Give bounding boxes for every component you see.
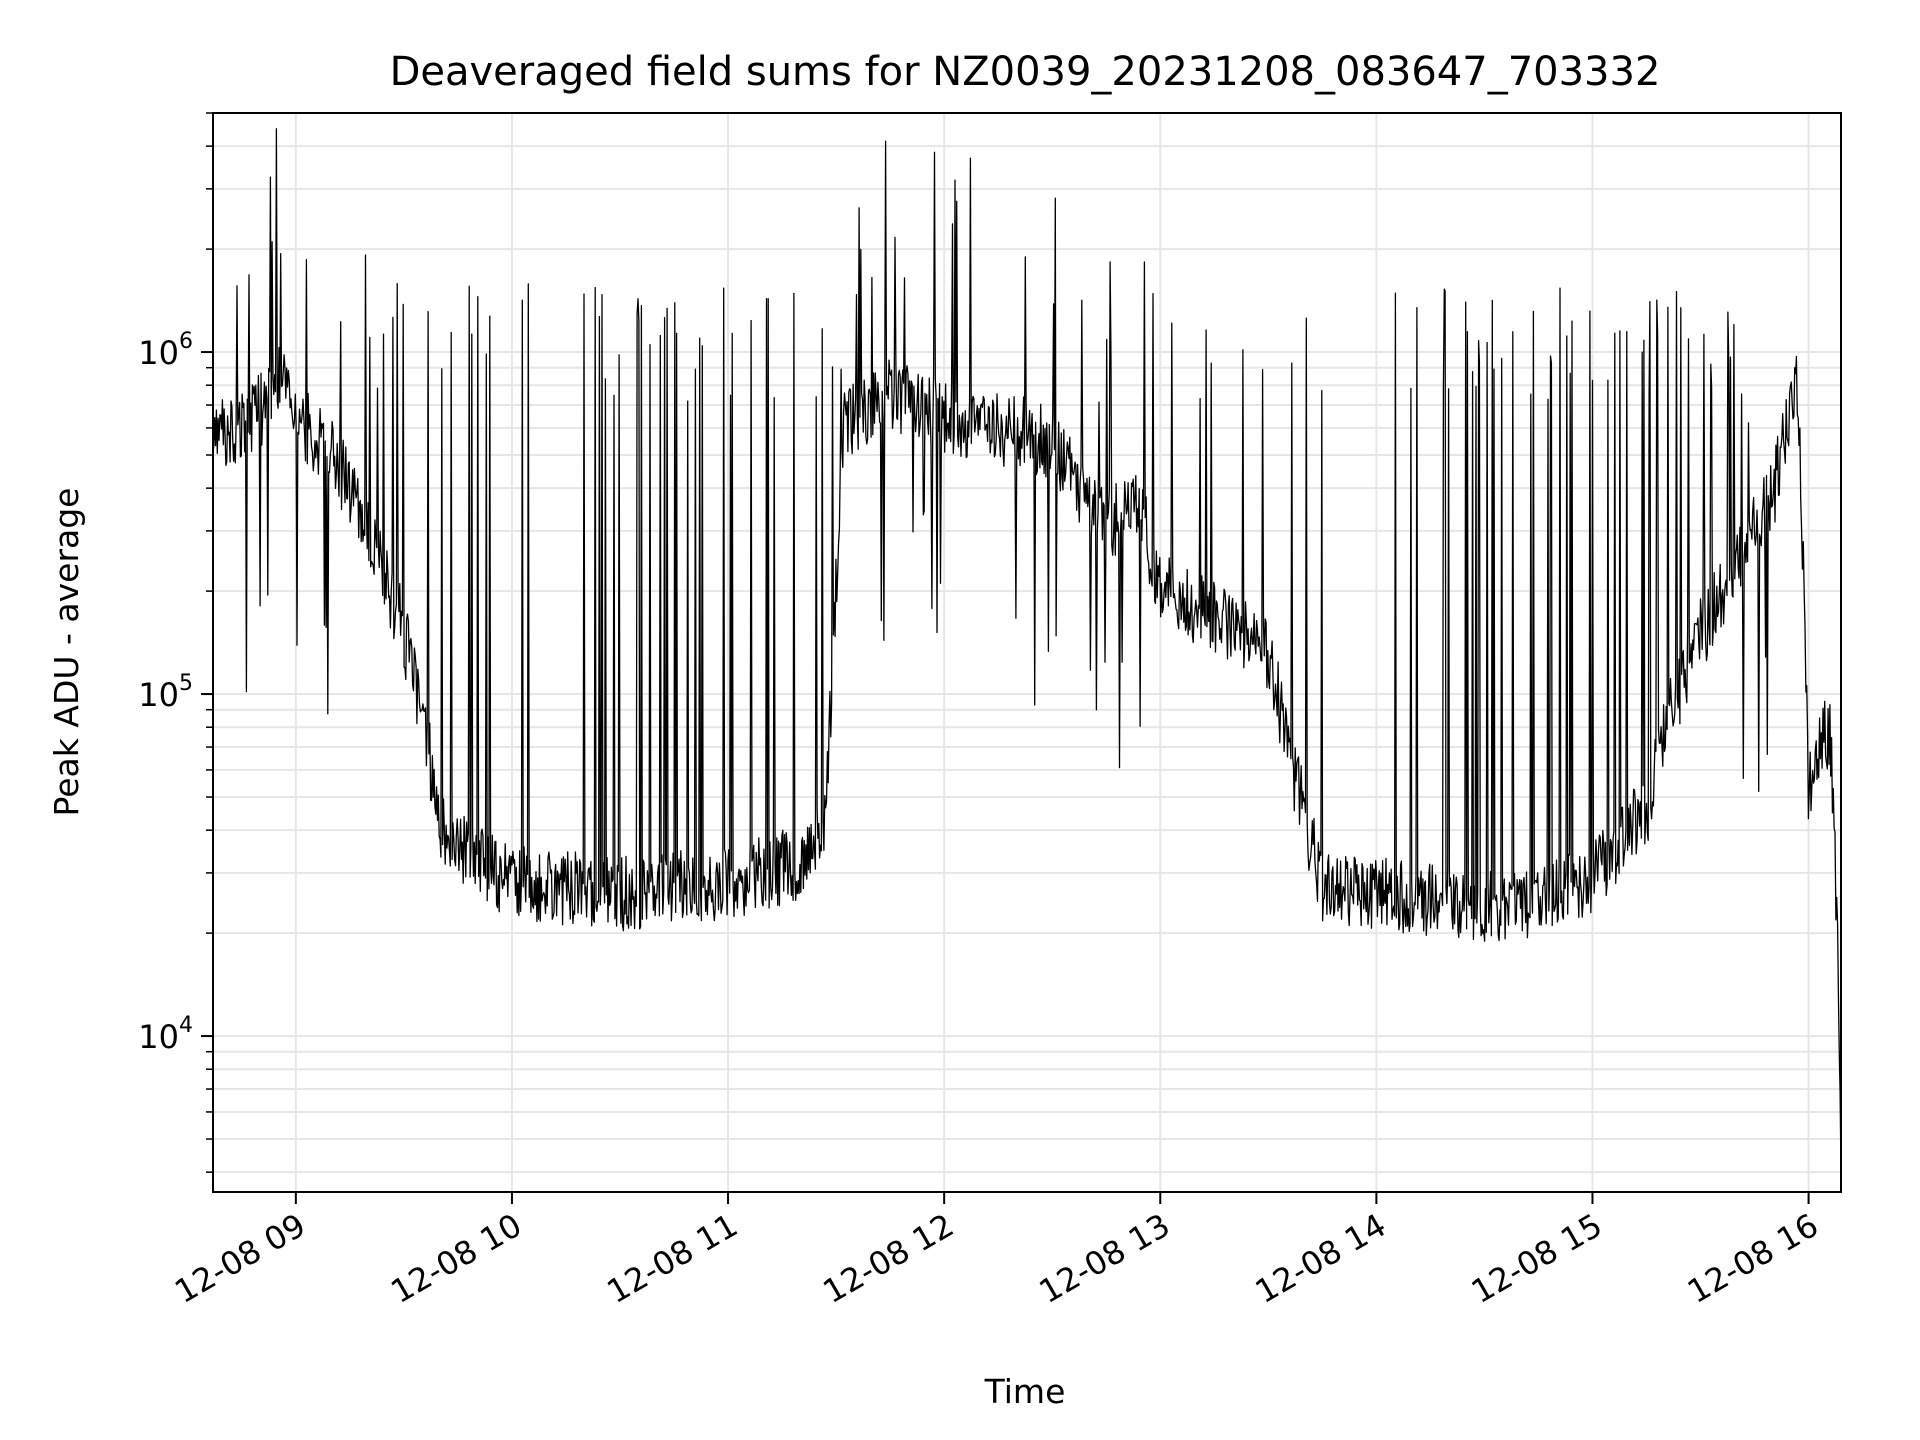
series-layer <box>212 128 1842 1175</box>
y-axis-label: Peak ADU - average <box>47 488 86 817</box>
x-axis-label: Time <box>984 1372 1066 1411</box>
y-tick-label: 105 <box>138 671 193 714</box>
y-tick-label: 106 <box>138 329 193 372</box>
plot-frame <box>212 112 1842 1193</box>
y-tick-label: 104 <box>138 1013 193 1056</box>
chart-title: Deaveraged field sums for NZ0039_2023120… <box>390 49 1661 95</box>
series-line <box>212 128 1842 1175</box>
